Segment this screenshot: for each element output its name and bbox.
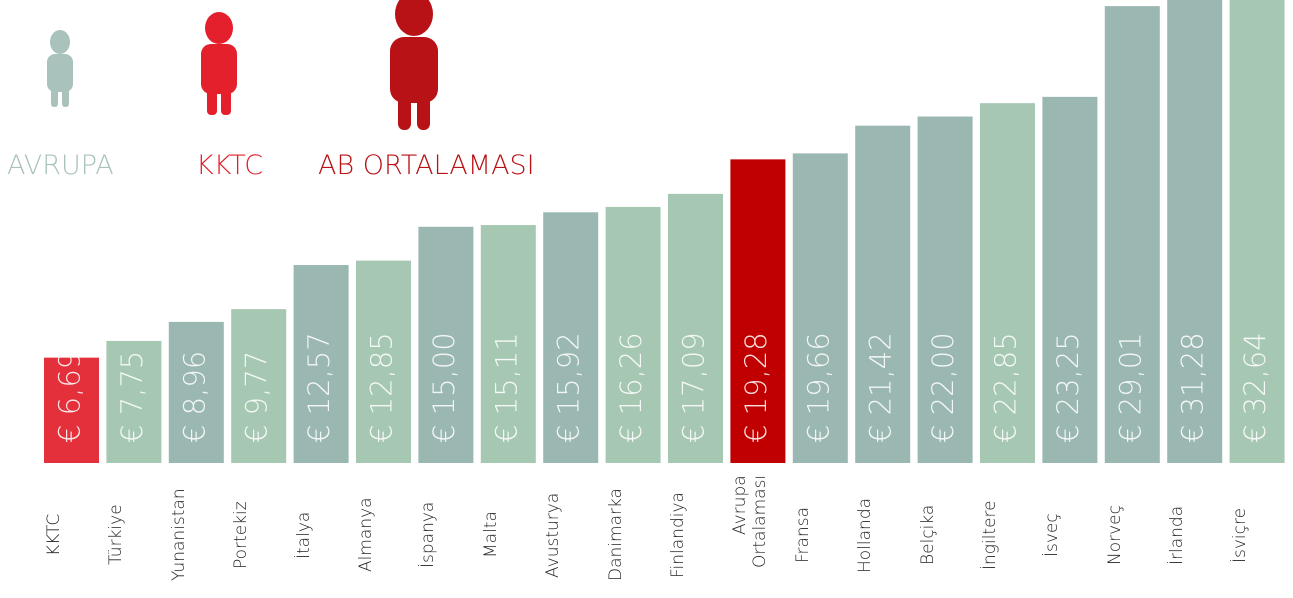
category-label: İsviçre bbox=[1229, 507, 1250, 563]
value-label: € 15,11 bbox=[489, 332, 523, 443]
category-label: İrlanda bbox=[1167, 505, 1188, 565]
icon-ab bbox=[390, 0, 438, 130]
category-label: İtalya bbox=[293, 511, 314, 559]
value-label: € 22,85 bbox=[989, 332, 1023, 443]
icon-kktc bbox=[201, 12, 237, 115]
value-label: € 17,09 bbox=[677, 332, 711, 443]
value-label: € 29,01 bbox=[1113, 332, 1147, 443]
value-label: € 31,28 bbox=[1176, 332, 1210, 443]
legend-label: AB ORTALAMASI bbox=[318, 150, 535, 181]
value-label: € 12,57 bbox=[302, 332, 336, 443]
category-label: Norveç bbox=[1104, 505, 1125, 565]
bar bbox=[792, 153, 848, 463]
bar bbox=[855, 125, 911, 464]
bar bbox=[1167, 0, 1223, 464]
category-label: KKTC bbox=[44, 513, 64, 557]
bar bbox=[1042, 96, 1098, 463]
category-label: Malta bbox=[480, 511, 501, 559]
category-label: Danimarka bbox=[605, 488, 626, 582]
bar bbox=[480, 225, 536, 463]
bar bbox=[730, 159, 786, 463]
legend-label: AVRUPA bbox=[7, 150, 114, 181]
value-label: € 8,96 bbox=[177, 351, 211, 443]
value-label: € 21,42 bbox=[864, 332, 898, 443]
category-label: Avusturya bbox=[543, 492, 564, 578]
value-label: € 22,00 bbox=[926, 332, 960, 443]
bar bbox=[605, 206, 661, 463]
category-label: Fransa bbox=[792, 507, 813, 563]
bar bbox=[44, 357, 99, 463]
bar bbox=[418, 226, 474, 463]
bar bbox=[668, 193, 723, 463]
value-label: € 15,00 bbox=[427, 332, 461, 443]
value-label: € 16,26 bbox=[614, 332, 648, 443]
bar bbox=[106, 340, 162, 463]
category-label: Hollanda bbox=[855, 497, 876, 573]
category-label: İngiltere bbox=[980, 500, 1000, 570]
value-label: € 15,92 bbox=[552, 332, 586, 443]
value-label: € 9,77 bbox=[240, 351, 274, 443]
bar bbox=[917, 116, 973, 463]
value-label: € 19,28 bbox=[739, 332, 773, 443]
value-label: € 23,25 bbox=[1051, 332, 1085, 443]
value-label: € 7,75 bbox=[115, 351, 149, 443]
category-label: İsveç bbox=[1042, 513, 1063, 557]
bar bbox=[543, 212, 599, 463]
category-label: Finlandiya bbox=[668, 492, 688, 578]
value-label: € 6,69 bbox=[53, 351, 87, 443]
legend-icons bbox=[47, 0, 438, 130]
value-label: € 12,85 bbox=[365, 332, 399, 443]
bar bbox=[168, 321, 224, 463]
legend-label: KKTC bbox=[196, 150, 263, 181]
bar bbox=[1104, 6, 1160, 463]
category-label: Belçika bbox=[917, 504, 938, 566]
category-label: Yunanistan bbox=[168, 488, 189, 582]
bar bbox=[1229, 0, 1285, 463]
category-label: Portekiz bbox=[231, 501, 252, 569]
category-label: Almanya bbox=[356, 497, 376, 573]
category-label: Avrupa Ortalaması bbox=[730, 475, 771, 569]
bar bbox=[356, 260, 411, 463]
value-label: € 19,66 bbox=[801, 332, 835, 443]
icon-avrupa bbox=[47, 30, 73, 107]
bar bbox=[231, 309, 287, 463]
category-label: Türkiye bbox=[106, 504, 127, 566]
value-label: € 32,64 bbox=[1238, 332, 1272, 443]
bar bbox=[293, 265, 349, 463]
category-label: İspanya bbox=[418, 501, 439, 569]
bar bbox=[980, 103, 1035, 463]
